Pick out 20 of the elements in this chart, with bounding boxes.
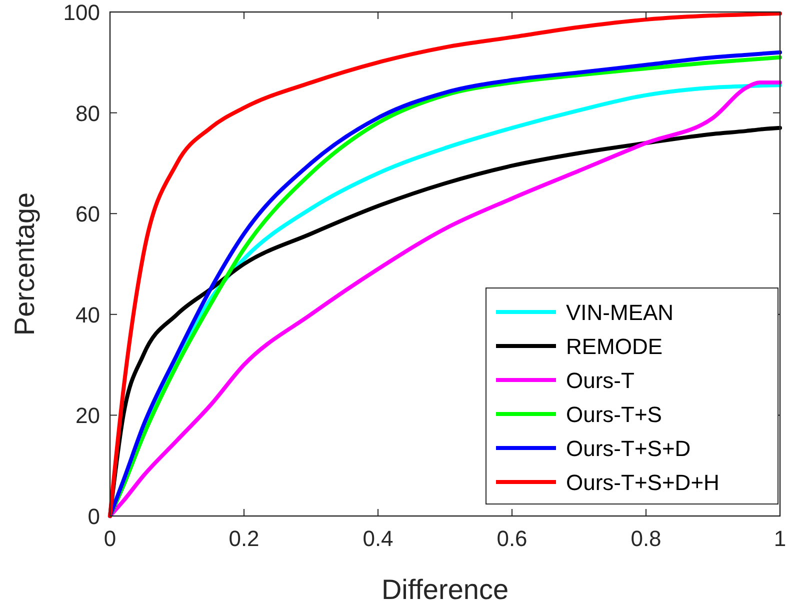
x-tick-label: 0.4: [362, 526, 394, 551]
legend-label: Ours-T: [566, 368, 634, 393]
y-tick-label: 0: [88, 504, 100, 529]
legend-label: Ours-T+S+D: [566, 436, 691, 461]
y-tick-label: 100: [63, 0, 100, 25]
y-tick-label: 40: [76, 302, 100, 328]
y-tick-label: 80: [76, 100, 100, 126]
legend-label: VIN-MEAN: [566, 300, 674, 325]
legend-label: Ours-T+S: [566, 402, 662, 427]
x-tick-label: 0: [104, 526, 116, 551]
y-axis-title: Percentage: [9, 192, 40, 336]
legend-label: REMODE: [566, 334, 663, 359]
x-axis-title: Difference: [381, 574, 509, 605]
y-tick-label: 20: [76, 403, 100, 428]
x-tick-label: 0.2: [228, 526, 260, 551]
x-tick-label: 0.8: [630, 526, 662, 551]
x-tick-label: 1: [774, 526, 786, 551]
x-tick-label: 0.6: [496, 526, 528, 551]
legend-label: Ours-T+S+D+H: [566, 470, 720, 495]
y-tick-label: 60: [76, 202, 100, 227]
